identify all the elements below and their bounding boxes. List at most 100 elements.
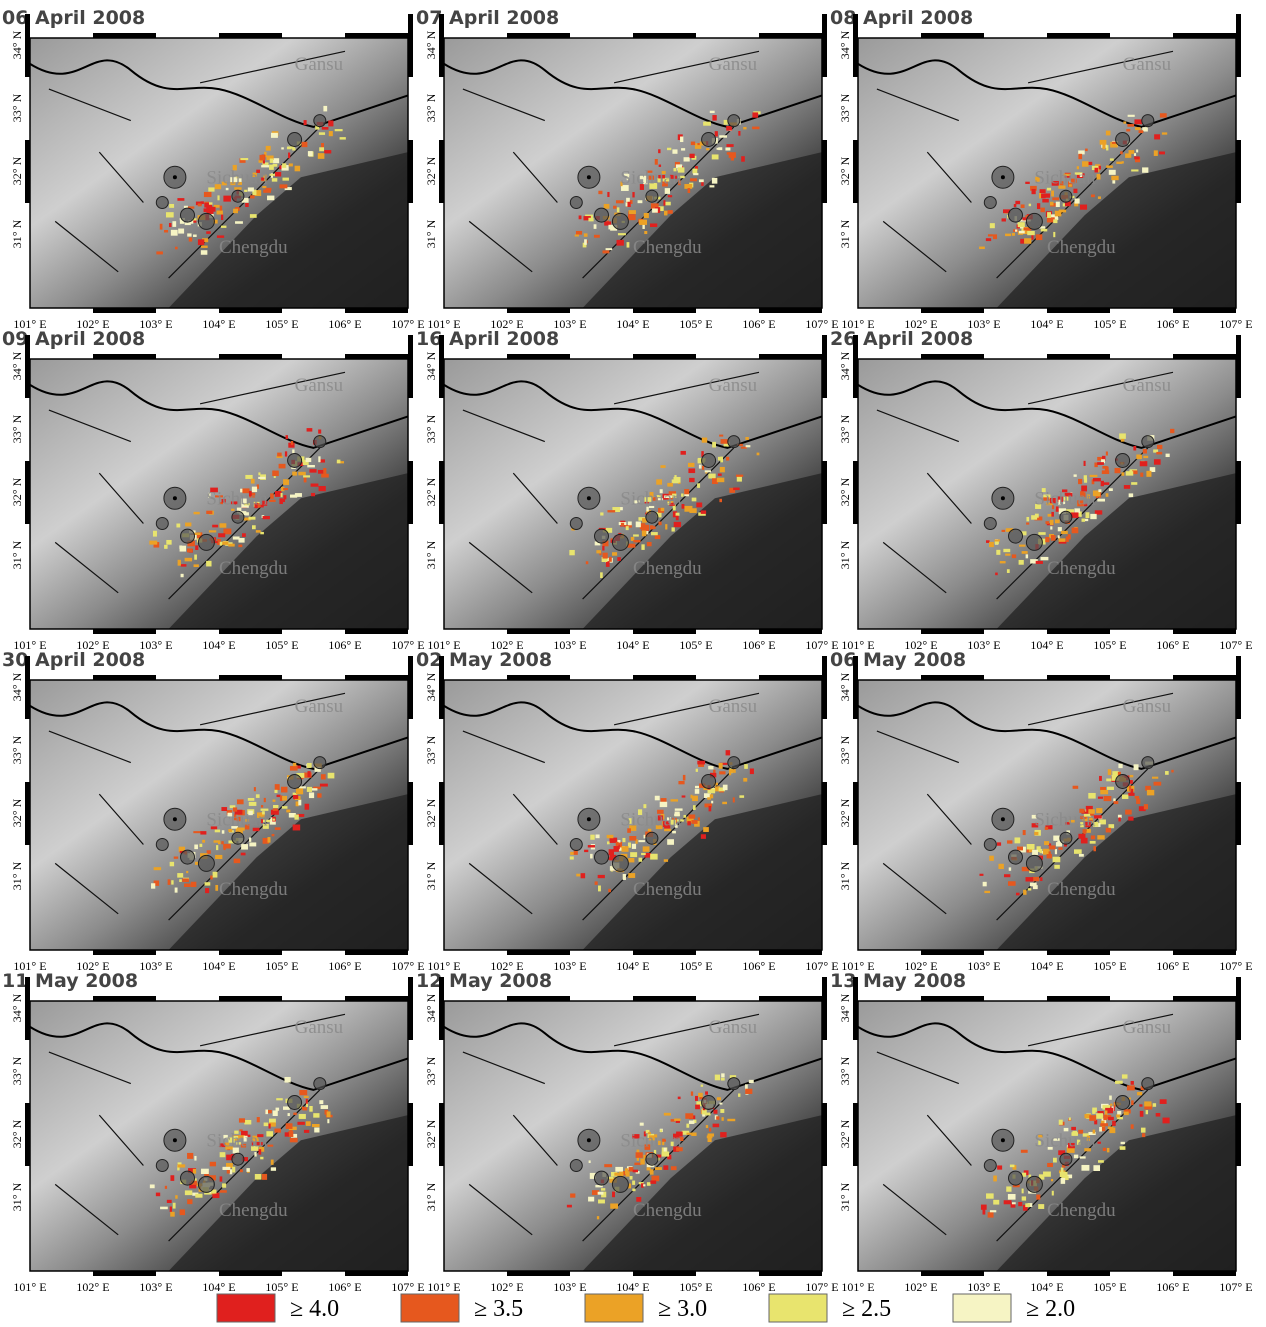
anomaly-pixel — [726, 152, 731, 155]
frame-bar — [853, 1103, 858, 1166]
anomaly-pixel — [598, 1199, 605, 1204]
anomaly-pixel — [298, 799, 302, 806]
anomaly-pixel — [272, 158, 280, 164]
anomaly-pixel — [1058, 541, 1067, 544]
anomaly-pixel — [636, 1197, 642, 1202]
anomaly-pixel — [1031, 814, 1037, 819]
anomaly-pixel — [1051, 505, 1055, 510]
anomaly-pixel — [1108, 488, 1113, 491]
anomaly-pixel — [177, 1162, 182, 1165]
anomaly-pixel — [153, 867, 162, 871]
anomaly-pixel — [701, 181, 704, 186]
anomaly-pixel — [666, 147, 672, 151]
anomaly-pixel — [262, 819, 271, 823]
anomaly-pixel — [1128, 493, 1134, 498]
anomaly-pixel — [295, 788, 304, 795]
anomaly-pixel — [684, 505, 693, 512]
anomaly-pixel — [230, 177, 237, 183]
frame-bar — [219, 996, 282, 1001]
frame-bar — [633, 950, 696, 955]
anomaly-pixel — [621, 1171, 626, 1176]
frame-bar — [345, 950, 408, 955]
anomaly-pixel — [718, 787, 726, 792]
anomaly-pixel — [613, 205, 617, 209]
anomaly-pixel — [251, 486, 258, 493]
anomaly-pixel — [1027, 888, 1032, 891]
anomaly-pixel — [269, 499, 276, 502]
anomaly-pixel — [708, 805, 712, 812]
frame-bar — [1236, 977, 1241, 1040]
border — [857, 1022, 1237, 1091]
anomaly-pixel — [672, 511, 678, 518]
anomaly-pixel — [707, 1133, 715, 1137]
anomaly-pixel — [166, 539, 172, 545]
anomaly-pixel — [1039, 189, 1046, 194]
anomaly-pixel — [1039, 193, 1042, 199]
anomaly-pixel — [1018, 1201, 1023, 1207]
anomaly-pixel — [697, 760, 706, 765]
anomaly-pixel — [1089, 840, 1096, 844]
anomaly-pixel — [1104, 1110, 1108, 1116]
anomaly-pixel — [268, 1123, 271, 1129]
anomaly-pixel — [1020, 238, 1028, 244]
anomaly-pixel — [1048, 845, 1056, 850]
anomaly-pixel — [675, 819, 684, 822]
anomaly-pixel — [294, 814, 299, 820]
anomaly-pixel — [260, 805, 264, 808]
anomaly-pixel — [1117, 1110, 1122, 1115]
anomaly-pixel — [1133, 764, 1139, 771]
anomaly-pixel — [1139, 461, 1148, 467]
anomaly-pixel — [298, 786, 306, 789]
anomaly-pixel — [628, 1183, 632, 1189]
anomaly-pixel — [290, 494, 298, 498]
anomaly-pixel — [979, 246, 985, 250]
frame-bar — [633, 1271, 696, 1276]
anomaly-pixel — [164, 1185, 168, 1189]
y-tick-label: 34° N — [424, 30, 438, 59]
anomaly-pixel — [608, 849, 614, 856]
x-tick-label: 106° E — [1156, 317, 1189, 331]
anomaly-pixel — [152, 530, 157, 537]
panel-title: 16 April 2008 — [416, 328, 559, 350]
anomaly-pixel — [1075, 511, 1082, 517]
anomaly-pixel — [617, 840, 621, 843]
epicenter-dot — [586, 817, 591, 822]
place-label: Gansu — [295, 54, 344, 75]
anomaly-pixel — [694, 785, 700, 789]
anomaly-pixel — [1070, 178, 1077, 184]
x-tick-label: 103° E — [553, 1280, 586, 1294]
x-tick-label: 104° E — [202, 959, 235, 973]
anomaly-pixel — [1152, 776, 1159, 779]
anomaly-pixel — [200, 201, 204, 204]
anomaly-pixel — [302, 1107, 308, 1111]
x-tick-label: 105° E — [679, 638, 712, 652]
anomaly-pixel — [730, 155, 735, 161]
anomaly-pixel — [756, 452, 760, 456]
anomaly-pixel — [179, 219, 185, 224]
anomaly-pixel — [655, 1154, 662, 1158]
anomaly-pixel — [635, 1170, 640, 1174]
anomaly-pixel — [646, 1182, 651, 1186]
anomaly-pixel — [1028, 1174, 1032, 1179]
anomaly-pixel — [249, 837, 252, 842]
y-tick-label: 32° N — [10, 798, 24, 827]
anomaly-pixel — [682, 774, 686, 781]
place-label: Sichuan — [206, 489, 268, 510]
anomaly-pixel — [745, 1088, 753, 1094]
anomaly-pixel — [989, 1210, 997, 1213]
anomaly-pixel — [1125, 471, 1134, 476]
anomaly-pixel — [722, 801, 728, 805]
anomaly-pixel — [1046, 217, 1055, 223]
anomaly-pixel — [1079, 1156, 1086, 1159]
anomaly-pixel — [215, 854, 223, 860]
anomaly-pixel — [1109, 1127, 1116, 1134]
anomaly-pixel — [260, 1156, 264, 1160]
anomaly-pixel — [319, 459, 326, 463]
anomaly-pixel — [614, 1172, 619, 1176]
anomaly-pixel — [1156, 451, 1163, 455]
anomaly-pixel — [231, 826, 238, 829]
frame-bar — [853, 977, 858, 1040]
anomaly-pixel — [645, 1129, 650, 1134]
anomaly-pixel — [151, 883, 156, 889]
